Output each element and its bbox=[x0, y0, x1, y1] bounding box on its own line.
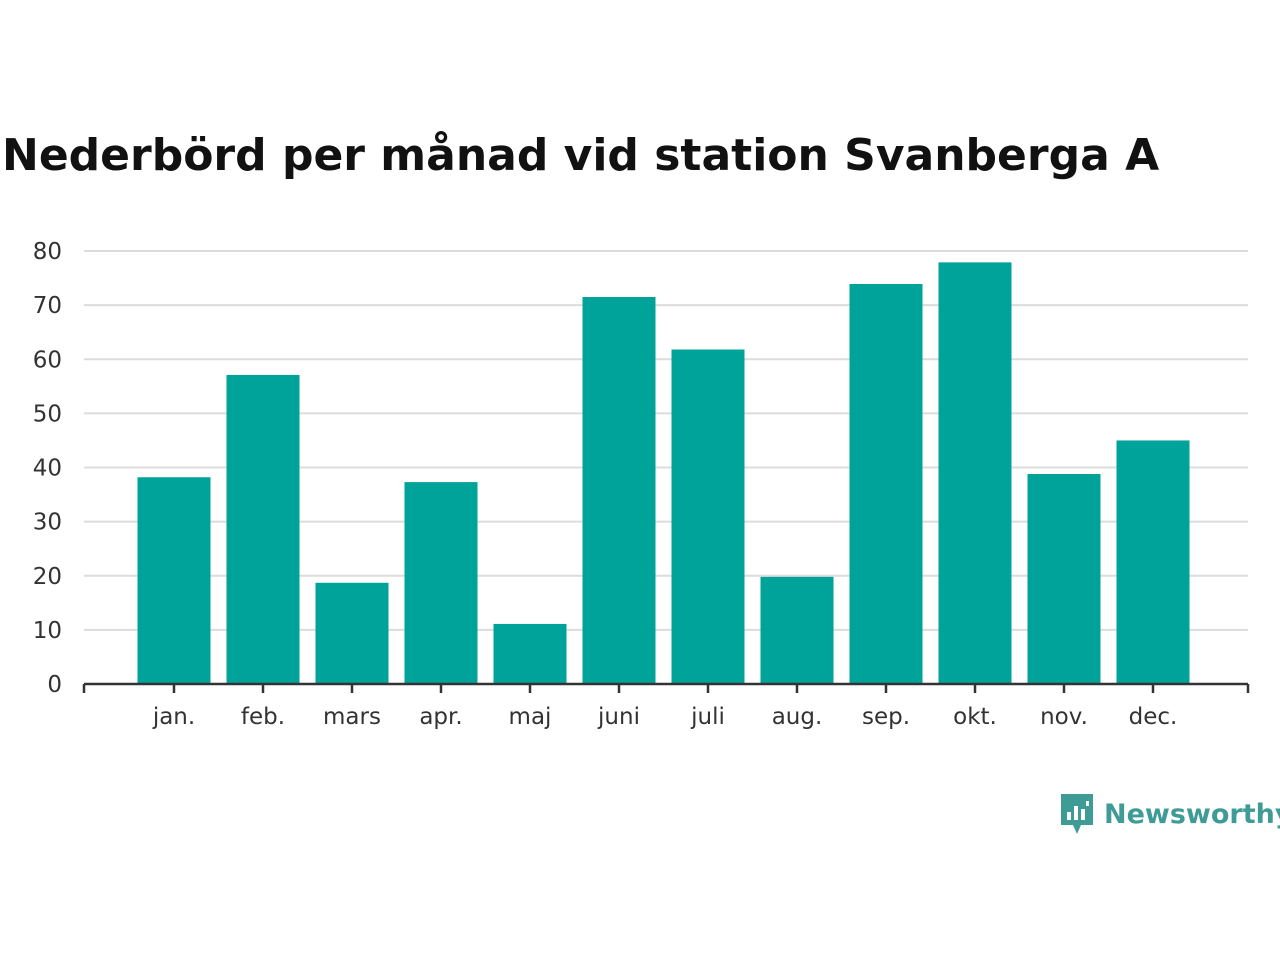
y-tick-label: 10 bbox=[33, 618, 62, 644]
x-tick-label: dec. bbox=[1129, 704, 1178, 730]
y-tick-label: 70 bbox=[33, 293, 62, 319]
bar-dec bbox=[1116, 440, 1190, 684]
x-tick-label: okt. bbox=[953, 704, 997, 730]
bar-aug bbox=[760, 576, 834, 684]
x-tick-label: feb. bbox=[241, 704, 285, 730]
bar-sep bbox=[849, 284, 923, 684]
bar-jan bbox=[137, 477, 211, 684]
y-tick-label: 60 bbox=[33, 347, 62, 373]
x-tick-label: apr. bbox=[419, 704, 462, 730]
y-tick-labels: 0 10 20 30 40 50 60 70 80 bbox=[33, 239, 62, 698]
x-tick-label: juni bbox=[597, 704, 640, 730]
newsworthy-brand: Newsworthy bbox=[1058, 790, 1280, 838]
brand-name: Newsworthy bbox=[1104, 798, 1280, 830]
y-tick-label: 30 bbox=[33, 510, 62, 536]
chart-title: Nederbörd per månad vid station Svanberg… bbox=[2, 130, 1160, 181]
x-tick-label: juli bbox=[690, 704, 725, 730]
bar-okt bbox=[938, 262, 1012, 684]
x-tick-label: jan. bbox=[152, 704, 195, 730]
bar-feb bbox=[226, 374, 300, 684]
bar-juli bbox=[671, 349, 745, 684]
bar-nov bbox=[1027, 473, 1101, 684]
y-tick-label: 80 bbox=[33, 239, 62, 265]
y-tick-label: 40 bbox=[33, 456, 62, 482]
y-tick-label: 20 bbox=[33, 564, 62, 590]
bar-apr bbox=[404, 482, 478, 684]
bars bbox=[137, 262, 1190, 684]
y-tick-label: 50 bbox=[33, 401, 62, 427]
bar-mars bbox=[315, 582, 389, 684]
x-axis bbox=[82, 682, 1250, 693]
bar-maj bbox=[493, 623, 567, 684]
x-tick-label: nov. bbox=[1040, 704, 1088, 730]
x-tick-label: sep. bbox=[862, 704, 910, 730]
x-tick-label: aug. bbox=[772, 704, 823, 730]
x-tick-label: maj bbox=[509, 704, 552, 730]
x-tick-labels: jan. feb. mars apr. maj juni juli aug. sep. okt. n… bbox=[152, 704, 1178, 730]
newsworthy-logo-icon bbox=[1061, 794, 1093, 834]
y-tick-label: 0 bbox=[47, 672, 62, 698]
x-tick-label: mars bbox=[323, 704, 381, 730]
bar-juni bbox=[582, 297, 656, 684]
